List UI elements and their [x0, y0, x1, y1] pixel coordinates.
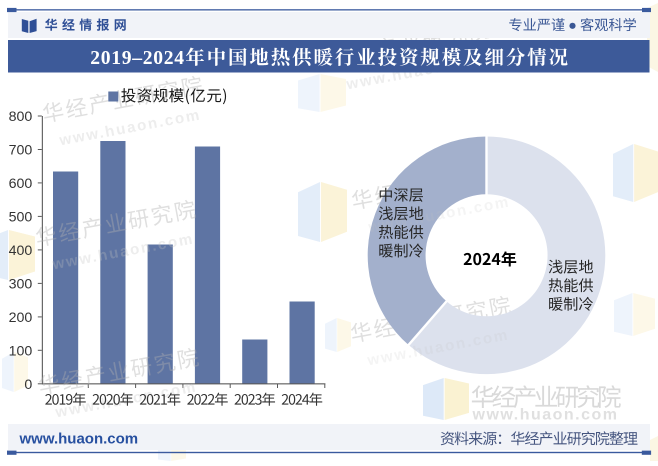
- svg-text:500: 500: [9, 210, 33, 226]
- svg-text:www.huaon.com: www.huaon.com: [472, 407, 619, 424]
- svg-text:200: 200: [9, 310, 33, 326]
- svg-text:300: 300: [9, 277, 33, 293]
- svg-text:400: 400: [9, 243, 33, 259]
- svg-text:0: 0: [24, 377, 32, 393]
- svg-text:100: 100: [9, 343, 33, 359]
- svg-text:600: 600: [9, 176, 33, 192]
- svg-text:800: 800: [9, 109, 33, 125]
- svg-text:2019–2024: 2019–2024: [90, 48, 184, 69]
- svg-text:700: 700: [9, 143, 33, 159]
- svg-text:www.huaon.com: www.huaon.com: [19, 431, 139, 448]
